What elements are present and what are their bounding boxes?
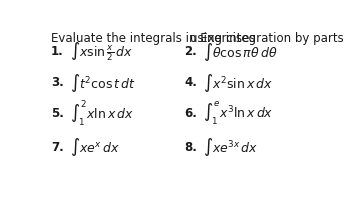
Text: using integration by parts.: using integration by parts. (190, 32, 344, 45)
Text: $\int t^{2}\cos t\,dt$: $\int t^{2}\cos t\,dt$ (69, 72, 136, 94)
Text: 3.: 3. (51, 76, 64, 89)
Text: 4.: 4. (184, 76, 197, 89)
Text: $\int_{1}^{2} x\ln x\,dx$: $\int_{1}^{2} x\ln x\,dx$ (69, 98, 134, 128)
Text: $\int \theta\cos\pi\theta\,d\theta$: $\int \theta\cos\pi\theta\,d\theta$ (203, 41, 277, 63)
Text: $\int xe^{x}\,dx$: $\int xe^{x}\,dx$ (69, 136, 119, 158)
Text: $\int_{1}^{e} x^{3}\ln x\,dx$: $\int_{1}^{e} x^{3}\ln x\,dx$ (203, 100, 273, 127)
Text: 1.: 1. (51, 45, 64, 58)
Text: $\int xe^{3x}\,dx$: $\int xe^{3x}\,dx$ (203, 136, 258, 158)
Text: Evaluate the integrals in Exercises: Evaluate the integrals in Exercises (51, 32, 256, 45)
Text: 6.: 6. (184, 107, 197, 120)
Text: 5.: 5. (51, 107, 64, 120)
Text: $\int x^{2}\sin x\,dx$: $\int x^{2}\sin x\,dx$ (203, 72, 273, 94)
Text: $\int x\sin\frac{x}{2}\,dx$: $\int x\sin\frac{x}{2}\,dx$ (69, 40, 133, 63)
Text: 8.: 8. (184, 141, 197, 154)
Text: 7.: 7. (51, 141, 64, 154)
Text: 2.: 2. (184, 45, 197, 58)
